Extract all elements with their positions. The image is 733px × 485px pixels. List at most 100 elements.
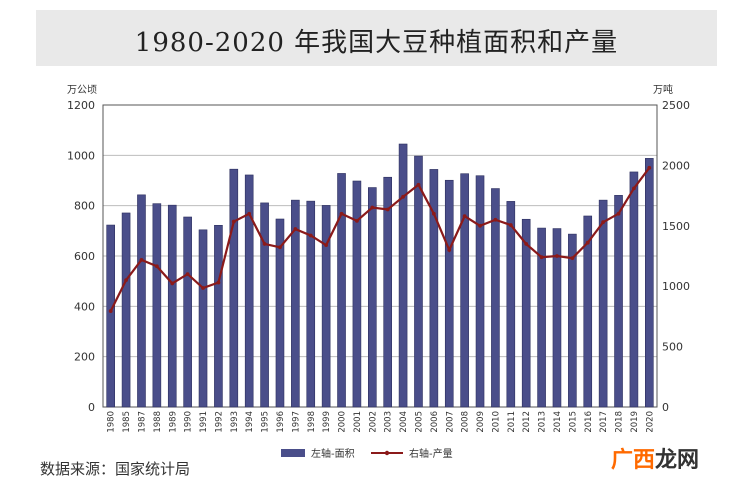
- bar: [291, 199, 300, 408]
- left-tick-label: 800: [74, 200, 95, 213]
- legend-bar-swatch: [281, 449, 305, 457]
- x-tick-label: 2000: [338, 411, 348, 433]
- x-tick-label: 2016: [584, 411, 594, 433]
- line-point: [262, 242, 267, 246]
- bar: [583, 215, 593, 408]
- bar: [537, 227, 546, 408]
- bar: [106, 224, 115, 408]
- bar: [614, 195, 623, 408]
- line-point: [616, 211, 621, 216]
- line-point: [385, 207, 390, 212]
- bar: [306, 200, 316, 408]
- line-point: [508, 223, 513, 227]
- x-tick-label: 1994: [245, 411, 255, 433]
- line-point: [462, 214, 467, 219]
- bar: [167, 204, 177, 408]
- right-tick-label: 2500: [662, 99, 690, 112]
- line-point: [585, 240, 590, 245]
- line-point: [355, 218, 359, 223]
- x-tick-label: 1995: [261, 411, 271, 433]
- line-point: [293, 227, 298, 231]
- x-tick-label: 2013: [538, 411, 548, 433]
- bar: [598, 199, 608, 408]
- x-tick-label: 2017: [599, 411, 609, 433]
- bar: [275, 218, 285, 408]
- bar: [398, 143, 408, 408]
- bar: [568, 233, 577, 408]
- x-tick-label: 2002: [368, 411, 378, 433]
- line-point: [555, 254, 559, 258]
- bar: [552, 228, 562, 408]
- line-point: [632, 186, 636, 191]
- line-point: [247, 211, 252, 216]
- bar: [645, 158, 654, 408]
- x-tick-label: 1992: [214, 411, 224, 433]
- bar: [491, 188, 500, 408]
- x-tick-label: 2011: [507, 411, 517, 433]
- left-axis-unit: 万公顷: [67, 84, 97, 96]
- bar: [152, 203, 162, 408]
- line-point: [601, 220, 606, 225]
- x-tick-label: 2004: [399, 411, 409, 433]
- x-tick-label: 1998: [307, 411, 317, 433]
- bar: [121, 212, 131, 408]
- x-tick-label: 2009: [476, 411, 486, 433]
- bar: [337, 173, 346, 408]
- line-point: [324, 243, 329, 248]
- right-tick-label: 1500: [662, 220, 690, 233]
- bar: [460, 173, 469, 408]
- x-tick-label: 1985: [122, 411, 132, 433]
- x-tick-label: 1993: [230, 411, 240, 433]
- line-point: [124, 278, 128, 283]
- line-point: [401, 194, 405, 199]
- bar: [521, 218, 531, 408]
- x-tick-label: 2005: [414, 411, 424, 433]
- bar: [352, 180, 362, 408]
- bar: [383, 176, 392, 408]
- line-point: [539, 255, 544, 260]
- right-axis-unit: 万吨: [653, 83, 673, 96]
- legend-line-label: 右轴-产量: [409, 447, 453, 460]
- bar: [260, 202, 269, 408]
- bar: [183, 216, 192, 408]
- x-tick-label: 1999: [322, 411, 332, 433]
- line-point: [416, 182, 421, 187]
- bar: [321, 205, 331, 408]
- x-tick-label: 2007: [445, 411, 455, 433]
- watermark-part2: 龙网: [654, 448, 699, 473]
- x-tick-label: 2012: [522, 411, 532, 433]
- line-point: [185, 272, 190, 277]
- x-tick-label: 1997: [291, 411, 301, 433]
- legend-line-marker: [384, 450, 390, 456]
- line-point: [570, 256, 575, 261]
- line-point: [370, 205, 375, 210]
- x-tick-label: 2019: [630, 411, 640, 433]
- x-tick-label: 1980: [107, 411, 117, 433]
- line-point: [108, 309, 113, 313]
- line-point: [231, 219, 236, 224]
- line-point: [493, 217, 498, 222]
- line-point: [216, 280, 221, 285]
- x-tick-label: 1996: [276, 411, 286, 433]
- bar: [429, 169, 439, 408]
- line-point: [339, 211, 344, 216]
- x-tick-label: 2015: [568, 411, 578, 433]
- production-line: [109, 167, 651, 312]
- line-point: [278, 245, 282, 250]
- watermark-logo: 广西龙网: [611, 442, 699, 474]
- line-point: [431, 211, 436, 216]
- line-point: [447, 248, 452, 252]
- left-tick-label: 600: [74, 250, 95, 263]
- x-tick-label: 2018: [615, 411, 625, 433]
- x-tick-label: 2014: [553, 411, 563, 433]
- right-tick-label: 0: [662, 401, 669, 414]
- bar: [506, 201, 516, 408]
- line-point: [170, 281, 175, 286]
- x-tick-label: 2001: [353, 411, 363, 433]
- left-tick-label: 0: [88, 401, 95, 414]
- line-point: [154, 264, 159, 269]
- x-tick-label: 1990: [184, 411, 194, 433]
- bar: [214, 224, 223, 408]
- bar: [137, 194, 146, 408]
